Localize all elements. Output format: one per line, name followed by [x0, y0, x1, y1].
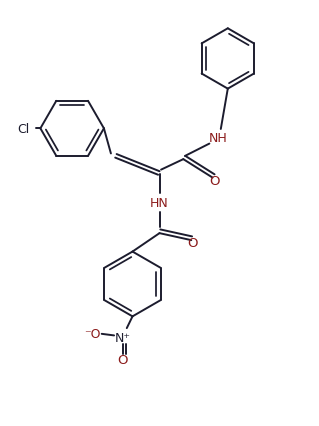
Text: O: O	[118, 353, 128, 366]
Text: N⁺: N⁺	[115, 331, 131, 344]
Text: Cl: Cl	[17, 123, 29, 135]
Text: ⁻O: ⁻O	[85, 328, 101, 340]
Text: O: O	[188, 236, 198, 250]
Text: NH: NH	[209, 132, 228, 145]
Text: O: O	[209, 175, 219, 188]
Text: HN: HN	[150, 197, 169, 210]
